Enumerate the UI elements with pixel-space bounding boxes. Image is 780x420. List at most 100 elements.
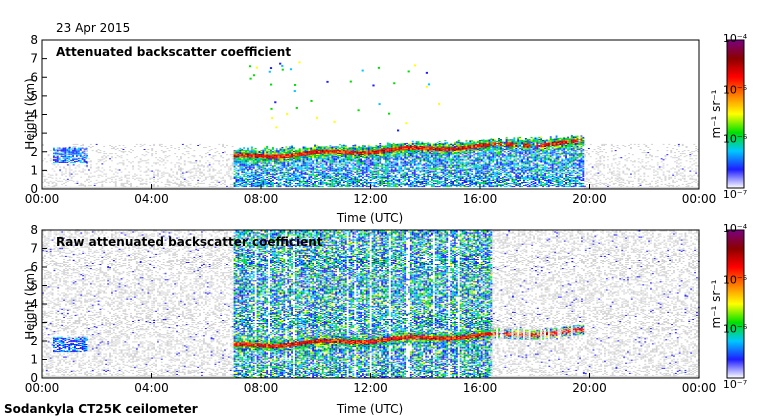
heat-cell xyxy=(64,157,66,158)
heat-cell xyxy=(261,169,263,170)
heat-cell xyxy=(322,157,324,158)
heat-cell xyxy=(266,171,268,172)
heat-cell xyxy=(199,183,201,184)
heat-cell xyxy=(253,150,255,151)
heat-cell xyxy=(249,173,251,174)
heat-cell xyxy=(96,171,98,172)
heat-cell xyxy=(255,174,257,175)
heat-cell xyxy=(84,174,86,175)
heat-cell xyxy=(138,161,140,162)
heat-cell xyxy=(238,180,240,181)
heat-cell xyxy=(78,153,80,154)
heat-cell xyxy=(278,150,280,151)
heat-cell xyxy=(64,154,66,155)
heat-cell xyxy=(328,173,330,174)
heat-cell xyxy=(293,180,295,181)
heat-cell xyxy=(305,164,307,165)
heat-cell xyxy=(247,180,249,181)
heat-cell xyxy=(55,178,57,179)
heat-cell xyxy=(243,170,245,171)
heat-cell xyxy=(257,183,259,184)
heat-cell xyxy=(303,179,305,180)
heat-cell xyxy=(78,167,80,168)
heat-cell xyxy=(324,174,326,175)
heat-cell xyxy=(86,163,88,164)
heat-cell xyxy=(328,159,330,160)
heat-cell xyxy=(61,161,63,162)
heat-cell xyxy=(80,162,82,163)
heat-cell xyxy=(261,180,263,181)
heat-cell xyxy=(203,180,205,181)
heat-cell xyxy=(96,168,98,169)
heat-cell xyxy=(301,177,303,178)
heat-cell xyxy=(72,156,74,157)
heat-cell xyxy=(243,182,245,183)
heat-cell xyxy=(320,177,322,178)
heat-cell xyxy=(53,159,55,160)
heat-cell xyxy=(289,163,291,164)
heat-cell xyxy=(322,168,324,169)
heat-cell xyxy=(64,160,66,161)
heat-cell xyxy=(218,163,220,164)
heat-cell xyxy=(199,173,201,174)
heat-cell xyxy=(178,186,180,187)
heat-cell xyxy=(159,160,161,161)
heat-cell xyxy=(253,163,255,164)
heat-cell xyxy=(257,164,259,165)
heat-cell xyxy=(98,159,100,160)
heat-cell xyxy=(215,180,217,181)
heat-cell xyxy=(88,146,90,147)
heat-cell xyxy=(105,156,107,157)
heat-cell xyxy=(241,164,243,165)
heat-cell xyxy=(282,179,284,180)
heat-cell xyxy=(53,153,55,154)
heat-cell xyxy=(310,181,312,182)
heat-cell xyxy=(109,167,111,168)
heat-cell xyxy=(289,146,291,147)
heat-cell xyxy=(193,186,195,187)
heat-cell xyxy=(253,172,255,173)
heat-cell xyxy=(174,153,176,154)
heat-cell xyxy=(201,176,203,177)
heat-cell xyxy=(329,176,331,177)
heat-cell xyxy=(90,147,92,148)
heat-cell xyxy=(178,185,180,186)
heat-cell xyxy=(293,172,295,173)
heat-cell xyxy=(115,157,117,158)
heat-cell xyxy=(105,179,107,180)
heat-cell xyxy=(73,172,75,173)
heat-cell xyxy=(155,162,157,163)
heat-cell xyxy=(322,159,324,160)
heat-cell xyxy=(68,161,70,162)
heat-cell xyxy=(274,165,276,166)
heat-cell xyxy=(157,185,159,186)
heat-cell xyxy=(151,171,153,172)
heat-cell xyxy=(241,172,243,173)
heat-cell xyxy=(190,161,192,162)
heat-cell xyxy=(180,170,182,171)
heat-cell xyxy=(57,153,59,154)
heat-cell xyxy=(236,173,238,174)
heat-cell xyxy=(285,162,287,163)
heat-cell xyxy=(322,175,324,176)
heat-cell xyxy=(303,170,305,171)
heat-cell xyxy=(329,174,331,175)
heat-cell xyxy=(234,174,236,175)
heat-cell xyxy=(266,165,268,166)
heat-cell xyxy=(262,180,264,181)
heat-cell xyxy=(264,147,266,148)
heat-cell xyxy=(52,182,54,183)
heat-cell xyxy=(262,162,264,163)
heat-cell xyxy=(100,175,102,176)
heat-cell xyxy=(249,176,251,177)
heat-cell xyxy=(195,162,197,163)
heat-cell xyxy=(109,158,111,159)
heat-cell xyxy=(205,177,207,178)
heat-cell xyxy=(163,160,165,161)
heat-cell xyxy=(251,183,253,184)
heat-cell xyxy=(153,181,155,182)
heat-cell xyxy=(270,181,272,182)
heat-cell xyxy=(312,186,314,187)
heat-cell xyxy=(251,176,253,177)
heat-cell xyxy=(124,183,126,184)
